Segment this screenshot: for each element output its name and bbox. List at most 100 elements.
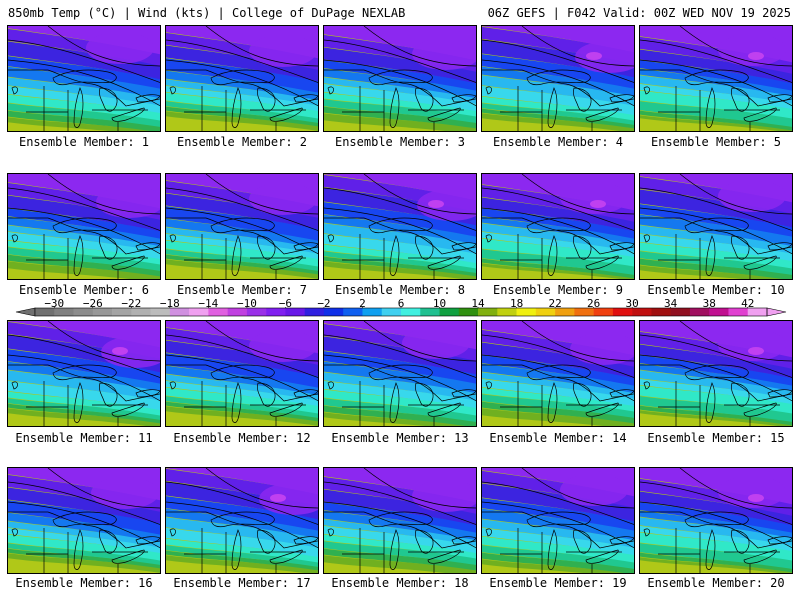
temperature-band [324, 47, 476, 84]
colorbar-bin [189, 308, 209, 316]
colorbar-bin [112, 308, 132, 316]
temperature-band [482, 552, 634, 573]
colorbar-tick-label: 18 [509, 297, 524, 310]
ensemble-member-label: Ensemble Member: 16 [15, 576, 153, 590]
member-map [640, 321, 792, 426]
temperature-band [166, 468, 318, 495]
temperature-band [8, 231, 160, 260]
map-lines [640, 468, 792, 573]
temperature-band [324, 256, 476, 277]
colorbar-tick-label: 10 [432, 297, 447, 310]
ensemble-member-label: Ensemble Member: 4 [492, 135, 624, 149]
temperature-band [166, 527, 318, 558]
temperature-band [324, 223, 476, 254]
cold-core [86, 32, 154, 64]
temperature-band [166, 396, 318, 418]
cold-core [560, 182, 628, 214]
temperature-band [640, 110, 792, 131]
ensemble-member-label: Ensemble Member: 19 [489, 576, 627, 590]
temperature-band [8, 195, 160, 232]
temperature-band [482, 238, 634, 267]
temperature-band [166, 406, 318, 426]
temperature-band [640, 118, 782, 131]
colorbar-bin [593, 308, 614, 316]
temperature-band [324, 336, 476, 375]
member-map [8, 468, 160, 573]
temperature-band [8, 558, 160, 573]
colorbar-tick-label: 26 [587, 297, 601, 310]
temperature-band [324, 113, 476, 131]
colorbar-min-arrow [15, 307, 36, 317]
colorbar-bin [150, 308, 171, 316]
temperature-band [8, 361, 160, 392]
colorbar-tick-label: −2 [317, 297, 331, 310]
colorbar-max-arrow [766, 307, 787, 317]
colorbar-bin [92, 308, 113, 316]
temperature-band [166, 193, 318, 230]
temperature-band [8, 553, 160, 573]
temperature-band [482, 103, 634, 125]
map-lines [166, 174, 318, 279]
temperature-band [8, 527, 160, 554]
cold-pocket [748, 494, 764, 502]
colorbar-bin [246, 308, 267, 316]
temperature-band [324, 510, 476, 541]
temperature-band [482, 263, 634, 279]
member-map [166, 321, 318, 426]
colorbar-tick-label: −30 [44, 297, 65, 310]
temperature-band [166, 560, 308, 573]
temperature-band [640, 525, 792, 552]
temperature-band [640, 355, 792, 386]
ensemble-member-label: Ensemble Member: 10 [647, 283, 785, 297]
ensemble-map-panel [323, 320, 477, 427]
temperature-band [166, 218, 318, 249]
colorbar-bin [73, 308, 94, 316]
ensemble-map-panel [165, 25, 319, 132]
cold-pocket [590, 200, 606, 208]
temperature-band [640, 396, 792, 422]
member-map [640, 468, 792, 573]
colorbar-tick-label: 22 [548, 297, 562, 310]
temperature-band [640, 385, 792, 414]
temperature-band [324, 489, 476, 526]
colorbar-bin [35, 308, 55, 316]
temperature-band [324, 68, 476, 99]
temperature-band [166, 411, 318, 426]
temperature-band [640, 204, 792, 237]
ensemble-map-panel [639, 467, 793, 574]
temperature-band [8, 85, 160, 114]
colorbar-bin [670, 308, 691, 316]
temperature-band [166, 254, 318, 275]
colorbar-bin [208, 308, 228, 316]
temperature-band [8, 543, 160, 565]
temperature-band [324, 77, 476, 104]
temperature-band [482, 66, 634, 97]
temperature-band [324, 412, 470, 426]
ensemble-map-panel [481, 173, 635, 280]
temperature-band [640, 378, 792, 405]
ensemble-map-panel [7, 467, 161, 574]
cold-pocket [112, 347, 128, 355]
run-valid-time: 06Z GEFS | F042 Valid: 00Z WED NOV 19 20… [487, 6, 791, 20]
temperature-band [482, 394, 634, 418]
temperature-band [482, 527, 634, 556]
ensemble-map-panel [7, 25, 161, 132]
member-map [8, 174, 160, 279]
temperature-band [482, 113, 634, 131]
temperature-band [482, 223, 634, 252]
ensemble-member-label: Ensemble Member: 6 [18, 283, 150, 297]
member-map [640, 174, 792, 279]
map-lines [482, 26, 634, 131]
colorbar-bin [516, 308, 537, 316]
temperature-band [324, 214, 476, 245]
temperature-band [8, 56, 160, 89]
map-lines [324, 468, 476, 573]
temperature-band [482, 536, 634, 563]
colorbar-bin [266, 308, 286, 316]
temperature-band [166, 227, 318, 254]
temperature-band [482, 483, 634, 522]
temperature-band [640, 557, 792, 573]
temperature-band [640, 233, 792, 262]
temperature-band [482, 108, 634, 129]
cold-pocket [748, 52, 764, 60]
